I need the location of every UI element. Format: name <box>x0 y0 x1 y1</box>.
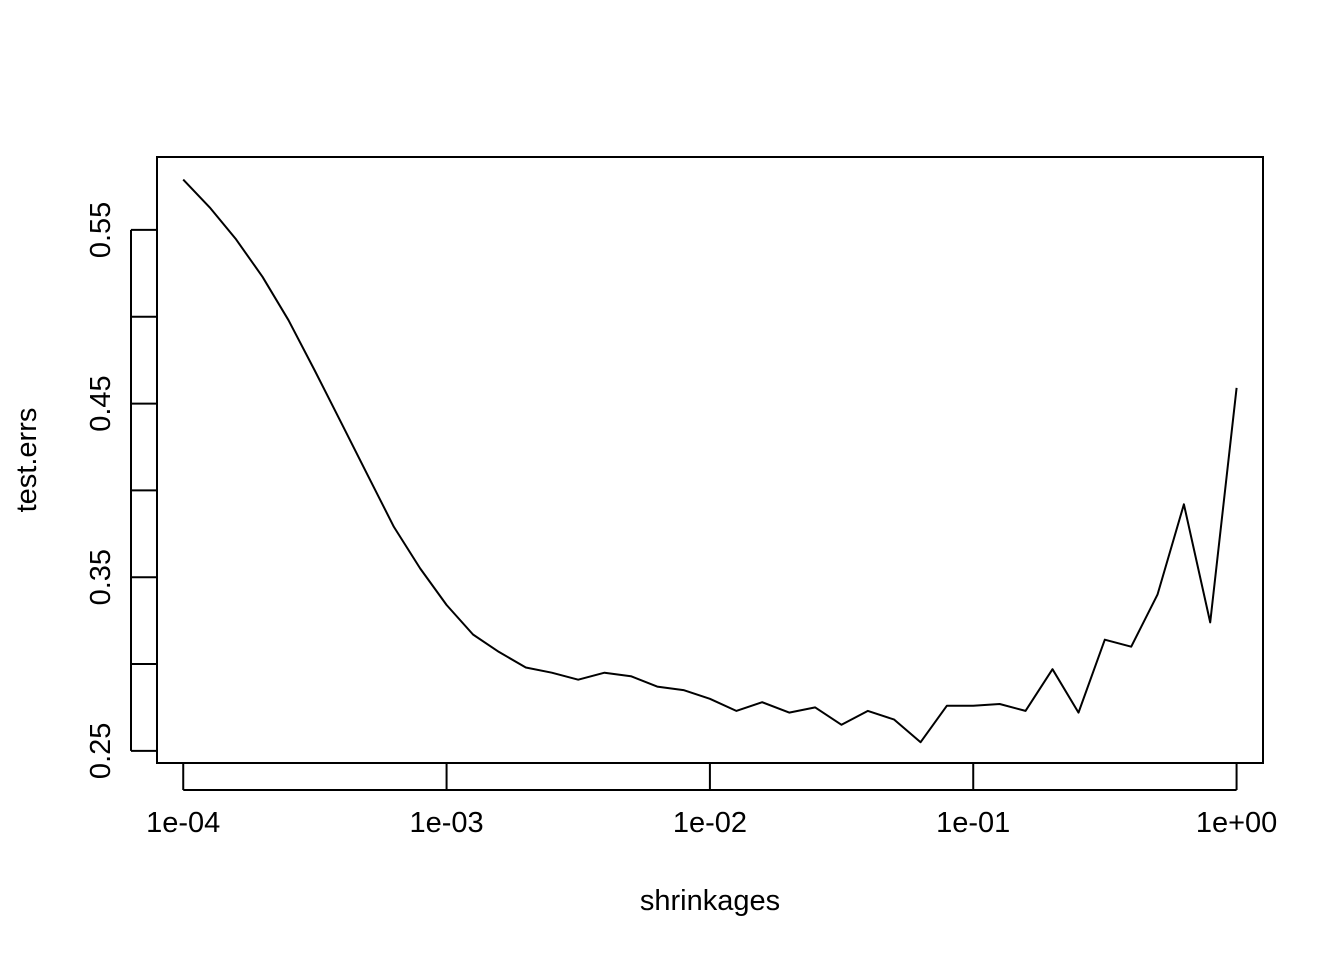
x-tick-label: 1e+00 <box>1196 807 1277 839</box>
series-line <box>182 178 1238 744</box>
y-tick-label: 0.55 <box>85 202 117 258</box>
x-tick-label: 1e-04 <box>146 807 220 839</box>
y-tick-label: 0.45 <box>85 375 117 431</box>
plot-box <box>156 156 1264 764</box>
x-axis: 1e-04 1e-03 1e-02 1e-01 1e+00 <box>146 764 1277 839</box>
x-tick-label: 1e-03 <box>409 807 483 839</box>
y-axis: 0.25 0.35 0.45 0.55 <box>85 202 157 779</box>
y-axis-title: test.errs <box>11 408 43 513</box>
y-tick-label: 0.25 <box>85 723 117 779</box>
y-tick-label: 0.35 <box>85 549 117 605</box>
x-tick-label: 1e-02 <box>673 807 747 839</box>
x-tick-label: 1e-01 <box>936 807 1010 839</box>
x-axis-title: shrinkages <box>640 885 780 917</box>
